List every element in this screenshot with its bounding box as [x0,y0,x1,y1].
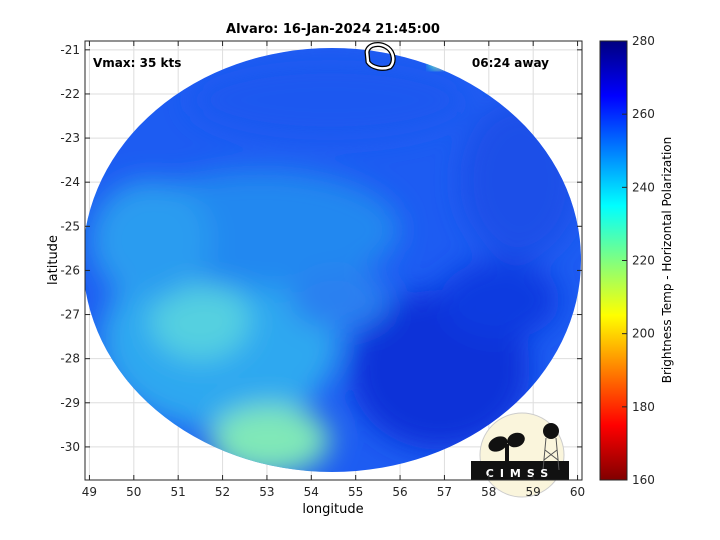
y-tick-label: -27 [60,308,80,322]
colorbar-tick-label: 160 [632,473,655,487]
contour [365,43,395,70]
y-tick-label: -26 [60,263,80,277]
x-tick-label: 55 [348,485,363,499]
plot-title: Alvaro: 16-Jan-2024 21:45:00 [226,22,440,37]
x-tick-label: 60 [570,485,585,499]
x-tick-label: 54 [304,485,319,499]
x-tick-label: 52 [215,485,230,499]
y-axis: -21 -22 -23 -24 -25 -26 -27 -28 -29 -30 [60,43,582,454]
colorbar-tick-label: 280 [632,34,655,48]
y-tick-label: -25 [60,219,80,233]
colorbar-label: Brightness Temp - Horizontal Polarizatio… [660,137,674,384]
x-tick-label: 56 [392,485,407,499]
logo-text: CIMSS [486,467,554,480]
x-axis: 49 50 51 52 53 54 55 56 57 58 59 60 [82,41,585,499]
y-tick-label: -23 [60,131,80,145]
x-tick-label: 59 [526,485,541,499]
y-tick-label: -28 [60,352,80,366]
x-tick-label: 57 [437,485,452,499]
axes-box [84,40,583,481]
colorbar-tick-label: 180 [632,400,655,414]
x-tick-label: 50 [126,485,141,499]
y-tick-label: -24 [60,175,80,189]
x-tick-label: 51 [171,485,186,499]
colorbar-tick-label: 200 [632,327,655,341]
cimss-logo: CIMSS [471,412,569,498]
y-tick-label: -21 [60,43,80,57]
colorbar-tick-label: 240 [632,180,655,194]
y-tick-label: -29 [60,396,80,410]
brightness-temp-field [85,42,581,472]
y-tick-label: -22 [60,87,80,101]
x-tick-label: 58 [481,485,496,499]
y-axis-label: latitude [46,235,61,285]
colorbar-tick-label: 220 [632,254,655,268]
colorbar-ticks: 280 260 240 220 200 180 160 [622,34,655,487]
vmax-label: Vmax: 35 kts [93,56,181,70]
time-away-label: 06:24 away [472,56,549,70]
colorbar-tick-label: 260 [632,107,655,121]
y-tick-label: -30 [60,440,80,454]
x-tick-label: 49 [82,485,97,499]
x-tick-label: 53 [259,485,274,499]
x-axis-label: longitude [302,502,363,517]
